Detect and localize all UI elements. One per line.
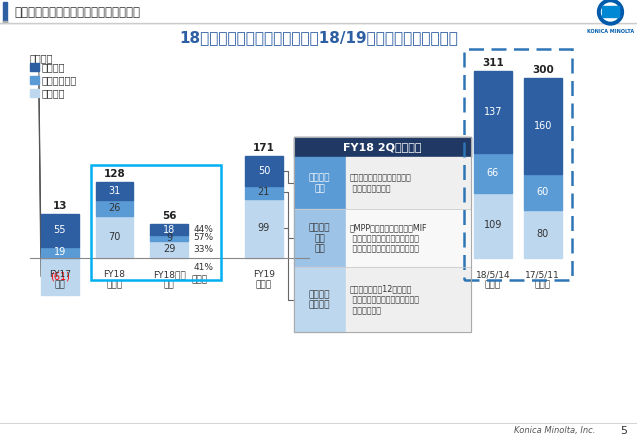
Text: 70: 70 bbox=[108, 232, 121, 242]
Text: 160: 160 bbox=[534, 121, 552, 131]
Bar bbox=[30, 63, 39, 71]
Text: 60: 60 bbox=[536, 187, 549, 197]
Text: 56: 56 bbox=[162, 211, 177, 222]
Text: 管理間接
費用低減: 管理間接 費用低減 bbox=[309, 290, 330, 310]
Text: 製造原価: 製造原価 bbox=[42, 62, 65, 72]
Bar bbox=[150, 235, 188, 241]
Bar bbox=[294, 137, 471, 157]
Circle shape bbox=[598, 0, 623, 25]
Text: 57%: 57% bbox=[193, 233, 213, 242]
Text: 41%: 41% bbox=[193, 264, 213, 272]
Text: 公表値: 公表値 bbox=[534, 280, 551, 289]
Text: 66: 66 bbox=[487, 168, 499, 178]
Bar bbox=[95, 182, 134, 200]
Bar bbox=[474, 193, 512, 258]
Text: FY18上期: FY18上期 bbox=[153, 270, 186, 279]
Bar bbox=[602, 6, 620, 9]
Bar bbox=[474, 153, 512, 193]
Text: 製造原価
低減: 製造原価 低減 bbox=[309, 174, 330, 193]
Bar bbox=[602, 10, 620, 13]
Text: 55: 55 bbox=[54, 225, 66, 235]
Text: 300: 300 bbox=[532, 65, 554, 75]
Text: 進捗率: 進捗率 bbox=[191, 276, 207, 284]
Bar bbox=[524, 210, 562, 258]
Text: 50: 50 bbox=[258, 166, 270, 176]
Text: 137: 137 bbox=[484, 107, 502, 117]
Circle shape bbox=[602, 3, 620, 21]
Text: サービス原価: サービス原価 bbox=[42, 75, 77, 85]
Text: 実績: 実績 bbox=[164, 280, 175, 289]
Bar bbox=[474, 71, 512, 153]
Bar bbox=[95, 216, 134, 258]
Bar bbox=[41, 258, 79, 295]
Bar bbox=[3, 2, 7, 22]
Bar bbox=[3, 21, 7, 23]
Bar bbox=[41, 247, 79, 258]
Text: 実績: 実績 bbox=[54, 280, 65, 289]
Text: 5: 5 bbox=[620, 426, 627, 436]
Text: 26: 26 bbox=[108, 203, 121, 213]
Text: FY17: FY17 bbox=[49, 270, 71, 279]
Text: 44%: 44% bbox=[193, 225, 213, 234]
Bar bbox=[464, 50, 572, 280]
Bar bbox=[41, 214, 79, 247]
Text: 19: 19 bbox=[54, 247, 66, 257]
Text: 109: 109 bbox=[484, 220, 502, 230]
Text: ・販売台数の大幅伸長もあり
 超過ペースで進捗: ・販売台数の大幅伸長もあり 超過ペースで進捗 bbox=[349, 174, 412, 193]
Text: ・構造改革費用12億円計上
 により進捗率は低く見えるが、
 計画通り進捗: ・構造改革費用12億円計上 により進捗率は低く見えるが、 計画通り進捗 bbox=[349, 285, 419, 315]
Bar bbox=[524, 174, 562, 210]
Text: 128: 128 bbox=[104, 169, 125, 179]
Text: (61): (61) bbox=[50, 271, 70, 281]
Text: 80: 80 bbox=[536, 229, 549, 239]
Bar bbox=[30, 89, 39, 97]
Text: FY18 2Q進捗状況: FY18 2Q進捗状況 bbox=[343, 142, 422, 152]
Text: 基盤事業の収益力強化〜コスト改善進捗: 基盤事業の収益力強化〜コスト改善進捗 bbox=[14, 5, 140, 19]
Bar bbox=[294, 157, 346, 210]
Text: 17/5/11: 17/5/11 bbox=[525, 270, 560, 279]
Bar bbox=[245, 156, 283, 186]
Bar bbox=[0, 0, 637, 23]
Text: 18年度上期までの進捗を踏まえ18/19年度見通しに変更無し: 18年度上期までの進捗を踏まえ18/19年度見通しに変更無し bbox=[179, 31, 458, 46]
Text: 33%: 33% bbox=[193, 245, 213, 254]
Text: 18: 18 bbox=[163, 225, 175, 235]
Text: サービス
原価
低減: サービス 原価 低減 bbox=[309, 224, 330, 253]
Text: 31: 31 bbox=[108, 186, 121, 196]
Bar bbox=[150, 241, 188, 258]
Text: 13: 13 bbox=[52, 201, 67, 210]
Bar bbox=[346, 210, 471, 268]
Text: 9: 9 bbox=[166, 233, 172, 243]
Text: 見通し: 見通し bbox=[485, 280, 501, 289]
Text: KONICA MINOLTA: KONICA MINOLTA bbox=[587, 29, 634, 34]
Bar bbox=[524, 78, 562, 174]
Bar bbox=[294, 137, 471, 332]
Text: FY19: FY19 bbox=[253, 270, 275, 279]
Text: 見通し: 見通し bbox=[256, 280, 272, 289]
Text: 311: 311 bbox=[482, 58, 504, 68]
Text: 見通し: 見通し bbox=[106, 280, 123, 289]
Bar bbox=[30, 76, 39, 84]
Text: 管理間接: 管理間接 bbox=[42, 88, 65, 98]
Bar bbox=[150, 225, 188, 235]
Bar bbox=[294, 210, 346, 268]
Text: 【億円】: 【億円】 bbox=[30, 53, 53, 63]
Bar bbox=[602, 14, 620, 17]
Bar bbox=[294, 268, 346, 332]
Text: FY18: FY18 bbox=[104, 270, 125, 279]
Bar bbox=[245, 198, 283, 258]
Bar bbox=[95, 200, 134, 216]
Bar bbox=[346, 157, 471, 210]
Bar bbox=[346, 268, 471, 332]
Text: 18/5/14: 18/5/14 bbox=[476, 270, 510, 279]
Bar bbox=[91, 165, 221, 280]
Text: 29: 29 bbox=[163, 244, 175, 254]
Text: 21: 21 bbox=[258, 187, 270, 197]
Text: 99: 99 bbox=[258, 223, 270, 233]
Text: 171: 171 bbox=[253, 143, 275, 153]
Text: Konica Minolta, Inc.: Konica Minolta, Inc. bbox=[514, 427, 596, 435]
Text: ・MPPカラー製品の販売・MIF
 増加に伴いマテリアルコスト増
 も年間でキャッチアップ見込み: ・MPPカラー製品の販売・MIF 増加に伴いマテリアルコスト増 も年間でキャッチ… bbox=[349, 223, 427, 254]
Bar bbox=[245, 186, 283, 198]
